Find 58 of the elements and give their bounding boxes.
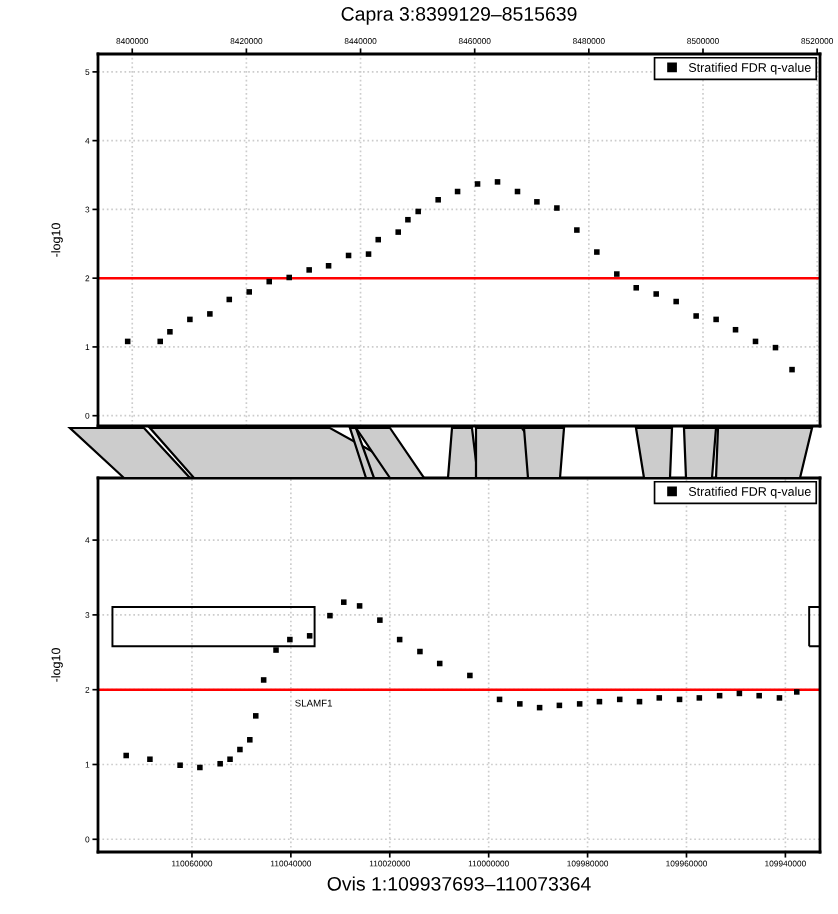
point: [266, 278, 272, 285]
point: [517, 701, 523, 707]
point: [693, 313, 699, 319]
point: [252, 713, 259, 719]
point: [147, 756, 153, 763]
point: [365, 251, 372, 257]
point: [732, 326, 739, 333]
point: [574, 227, 580, 233]
point: [286, 274, 292, 281]
point: [776, 695, 783, 701]
point: [187, 316, 193, 323]
point: [656, 695, 663, 701]
point: [227, 756, 233, 763]
point: [327, 612, 333, 619]
point: [123, 752, 129, 759]
point: [633, 285, 639, 291]
point: [673, 298, 679, 305]
point: [246, 289, 253, 295]
point: [177, 762, 183, 769]
point: [157, 338, 163, 345]
point: [653, 291, 659, 297]
point: [435, 197, 441, 203]
point: [287, 636, 293, 643]
point: [789, 366, 795, 373]
point: [415, 208, 421, 215]
point: [260, 677, 267, 683]
x-axis-title: Ovis 1:109937693–110073364: [327, 876, 591, 891]
point: [375, 236, 382, 243]
point: [217, 760, 223, 767]
point: [341, 599, 347, 605]
chart-title: Capra 3:8399129–8515639: [341, 7, 577, 25]
point: [237, 746, 243, 753]
point: [793, 689, 800, 695]
point: [306, 633, 313, 639]
point: [713, 316, 719, 323]
point: [405, 216, 411, 223]
point: [395, 229, 401, 235]
point: [494, 179, 501, 185]
point: [417, 648, 423, 655]
point: [273, 647, 279, 653]
point: [226, 296, 233, 303]
point: [325, 263, 332, 269]
point: [377, 617, 383, 623]
point: [247, 737, 253, 743]
point: [356, 603, 363, 609]
point: [474, 181, 481, 187]
point: [534, 199, 540, 205]
point: [306, 267, 312, 273]
point: [167, 329, 173, 335]
point: [467, 672, 473, 679]
point: [614, 271, 620, 277]
point: [554, 205, 560, 211]
point: [576, 701, 583, 707]
point: [756, 692, 762, 699]
point: [696, 695, 703, 701]
point: [207, 311, 213, 317]
point: [197, 764, 203, 771]
point: [594, 249, 600, 255]
